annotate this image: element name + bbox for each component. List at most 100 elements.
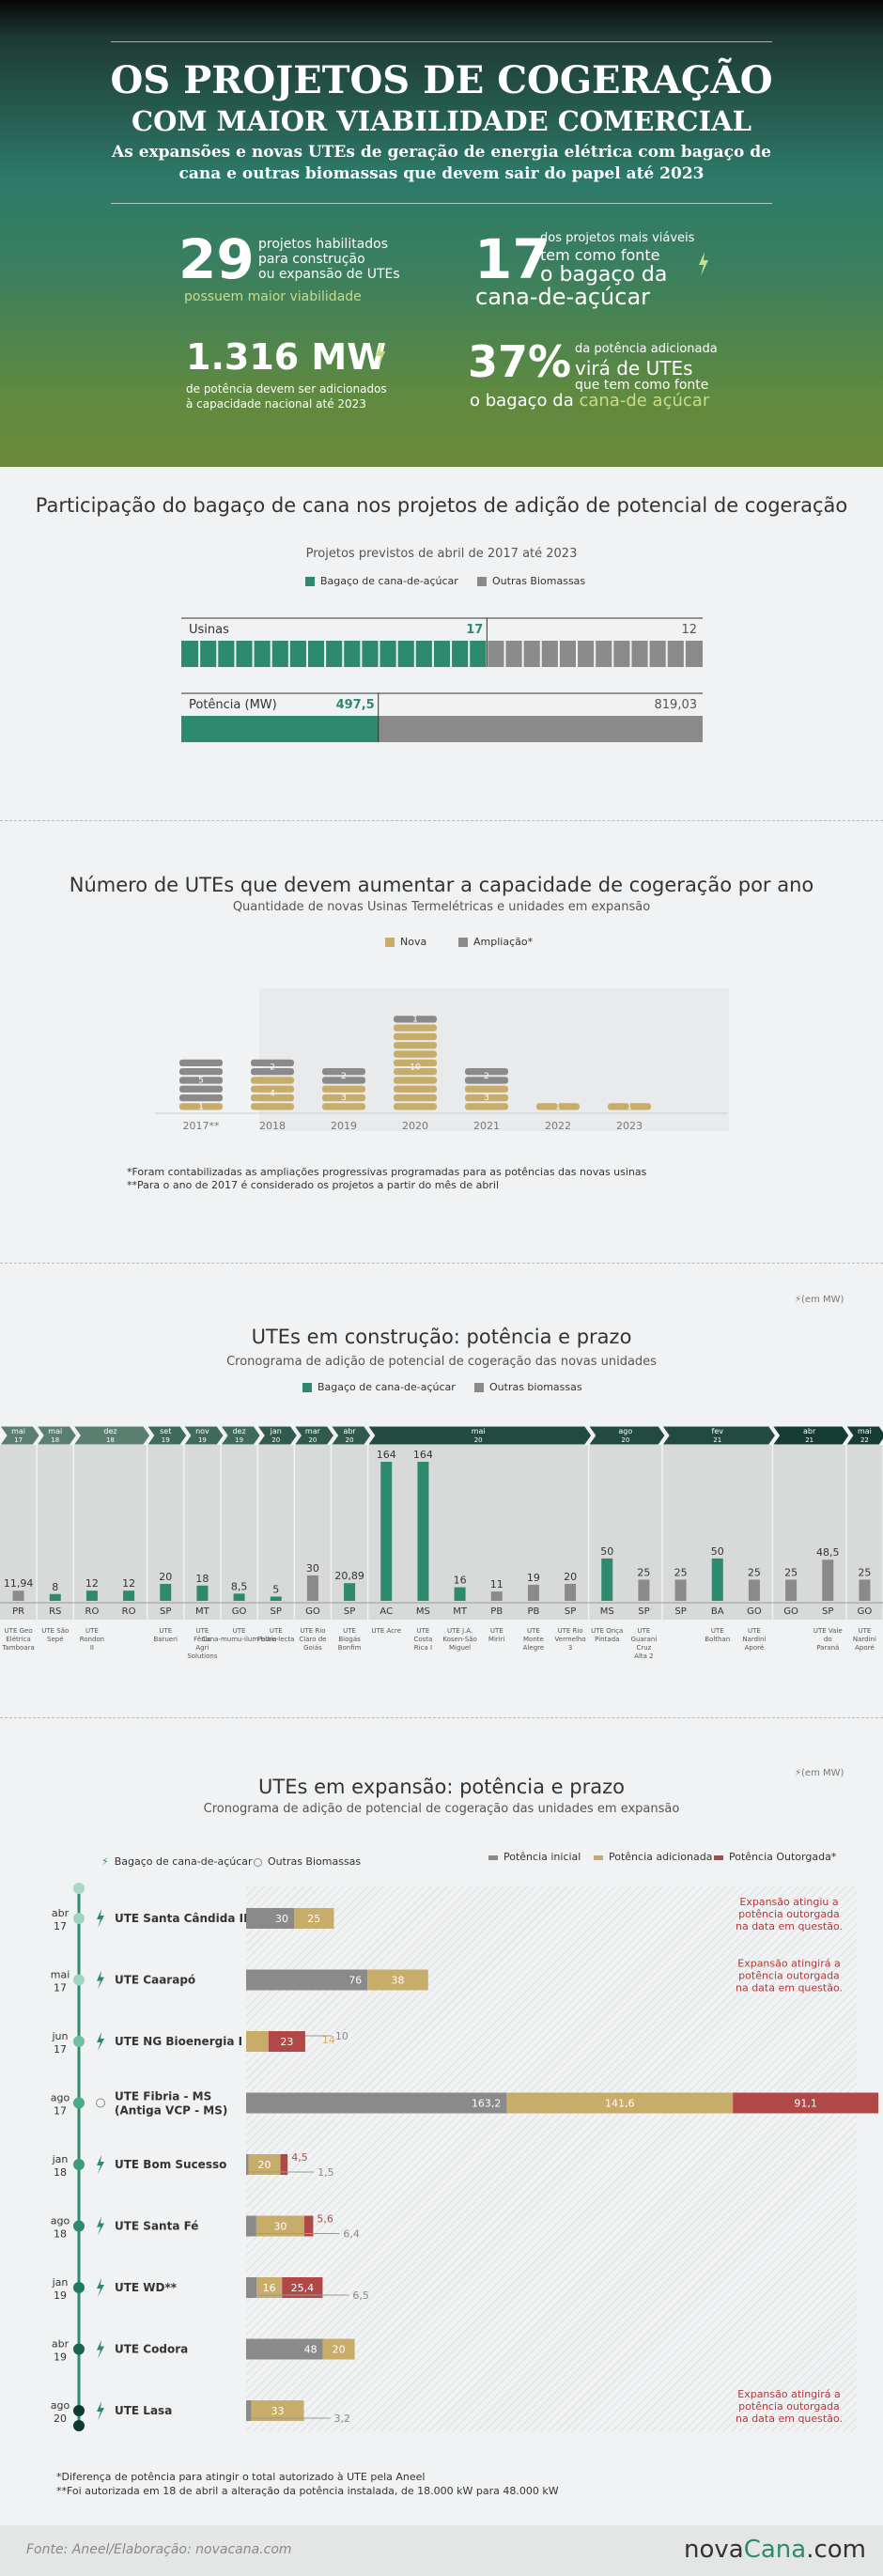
page-subtitle-line2: cana e outras biomassas que devem sair d… [178,164,705,183]
stat-projects-count: 29 [178,227,255,291]
chart2-year-label: 2020 [402,1120,428,1132]
chart4-value-adicionada: 25 [307,1913,320,1925]
chart4-value-adicionada: 141,6 [605,2098,635,2110]
stat-projects-text: projetos habilitados para construção ou ex… [258,237,400,282]
chart1-legend-outras: Outras Biomassas [477,575,585,587]
chart3-name-line: Fênix [194,1636,210,1643]
chart4-value-adicionada: 20 [258,2159,271,2171]
chart1-value-cana: 497,5 [336,698,375,712]
chart3-name-line: UTE [196,1627,209,1635]
lightning-icon: ⚡ [101,1855,109,1868]
chart4-bar-inicial [246,2154,249,2175]
chart2-unit-nova [394,1032,437,1041]
chart4-bar-inicial [246,2277,257,2298]
chart3-bar-value: 20 [159,1571,172,1583]
chart3-bar-value: 12 [122,1577,135,1590]
chart4-timeline-dot [73,2159,85,2170]
chart4-legend-outorgada: Potência Outorgada* [714,1851,836,1863]
stat-percent-l3: que tem como fonte [575,378,709,393]
page-subtitle-line1: As expansões e novas UTEs de geração de … [112,143,771,162]
chart3-bar [490,1591,503,1601]
chart2-unit-nova [394,1077,437,1084]
chart3-bar [417,1462,429,1601]
chart3-name-line: Pedre-lecta [257,1636,294,1643]
chart4-value-inicial: 3,2 [334,2413,351,2425]
chart3-month-label: dez [103,1427,116,1435]
chart4-bar-inicial [246,2400,252,2421]
chart2-note2: **Para o ano de 2017 é considerado os pr… [127,1179,500,1191]
chart4-legend-cana: ⚡ Bagaço de cana-de-açúcar [101,1855,253,1868]
chart3-bar-value: 20 [564,1571,577,1583]
chart3-name-line: UTE Onça [591,1627,623,1635]
stat-mw-text: de potência devem ser adicionados à capac… [186,382,387,411]
chart4-timeline-dot [73,2097,85,2109]
chart3-name-line: II [90,1644,94,1652]
chart1-bar-cana [181,716,379,742]
chart2-year-label: 2019 [331,1120,357,1132]
chart3-bar [638,1579,650,1601]
chart4-value-outorgada: 25,4 [291,2282,315,2294]
chart3-bar-value: 25 [784,1566,798,1578]
chart4-date-year: 19 [54,2289,67,2302]
chart4-date-month: abr [52,2338,70,2351]
chart4-bar-outorgada [268,2031,305,2052]
chart4-row-name: UTE Santa Cândida II [115,1912,248,1925]
chart2-unit-ampliacao [322,1077,365,1084]
chart2-unit-nova [394,1024,437,1032]
chart3-month-label: abr [803,1427,816,1435]
chart4-note-line: na data em questão. [736,2413,843,2425]
chart3-name-line: UTE [233,1627,246,1635]
chart4-bar-adicionada [322,2338,355,2360]
chart4-note1: *Diferença de potência para atingir o to… [56,2471,426,2483]
chart2-value-nova: 4 [270,1089,275,1098]
chart2-value-nova: 10 [410,1063,421,1073]
chart4-date-year: 20 [54,2413,67,2425]
chart4-note-line: potência outorgada [738,2400,840,2413]
chart3-bar [380,1462,393,1601]
stat-cana-l2: tem como fonte [540,246,660,264]
lightning-icon [97,1970,104,1990]
chart3-month-label: mai [858,1427,872,1435]
chart4-bar-outorgada [280,2154,288,2175]
footer-source: Fonte: Aneel/Elaboração: novacana.com [26,2542,292,2557]
chart2-year-label: 2022 [545,1120,571,1132]
chart3-bar [270,1596,282,1601]
chart3-bar-value: 11,94 [4,1577,34,1590]
chart3-name-line: Alta 2 [634,1653,653,1660]
chart3-bar [306,1575,318,1601]
chart4-value-adicionada: 14 [322,2034,335,2046]
chart3-name-line: UTE [859,1627,872,1635]
chart3-name-label: UTE Pedre-lecta [257,1627,294,1643]
chart3-bar-value: 5 [272,1583,279,1595]
chart2-unit-ampliacao [465,1077,508,1084]
chart3-uf-label: SP [565,1606,576,1617]
chart3-name-label: UTE J.A. Kosen-São Miguel [442,1627,476,1652]
chart3-bar [454,1587,466,1601]
chart1-bar-outras [378,716,703,742]
chart3-month-label: nov [195,1427,209,1435]
chart4-value-adicionada: 38 [392,1975,405,1987]
chart3-name-line: Solutions [187,1653,218,1660]
chart3-uf-label: SP [822,1606,833,1617]
chart1-category-label: Potência (MW) [189,698,277,712]
chart3-name-label: UTE Rio Claro de Goiás [299,1627,326,1652]
chart3-bar-value: 11 [490,1578,503,1591]
chart3-bar-value: 16 [454,1575,467,1587]
chart3-bar [344,1583,356,1601]
chart4-row-name: UTE Santa Fé [115,2220,198,2233]
chart3-name-label: UTE Onça Pintada [591,1627,623,1643]
chart3-name-label: UTE Cana-mumu-ilum-blaia [202,1627,277,1643]
chart3-month-year: 18 [106,1436,115,1444]
chart3-name-line: UTE Vale [813,1627,843,1635]
section-divider [0,1717,883,1718]
chart3-name-line: Aporé [855,1644,875,1652]
chart3-uf-label: SP [160,1606,171,1617]
chart3-month-label: ago [618,1427,632,1435]
footer: Fonte: Aneel/Elaboração: novacana.com no… [0,2525,883,2576]
chart3-name-label: UTE Barueri [153,1627,178,1643]
chart3-name-label: UTE Bolthan [705,1627,730,1643]
chart3-bar [49,1593,61,1601]
chart4-note-line: Expansão atingirá a [737,2388,840,2400]
chart3-month-label: mai [48,1427,62,1435]
chart3-bar-value: 164 [413,1449,433,1461]
